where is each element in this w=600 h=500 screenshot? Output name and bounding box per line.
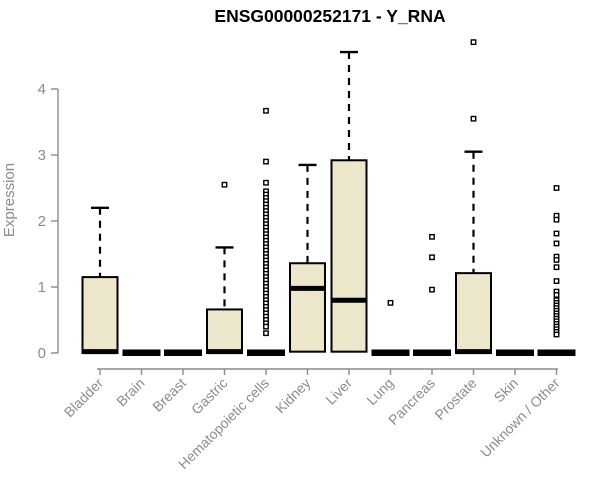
box — [455, 272, 492, 355]
outlier-point — [429, 254, 435, 261]
x-axis-category-label: Brain — [113, 375, 147, 409]
box — [81, 276, 119, 355]
outlier-point — [263, 107, 269, 114]
y-axis-tick-label: 2 — [38, 213, 46, 230]
outlier-point — [263, 330, 269, 337]
outlier-point — [553, 185, 560, 191]
median-bar — [122, 349, 161, 356]
median-bar — [413, 349, 451, 356]
y-axis-label: Expression — [1, 163, 18, 237]
outlier-point — [553, 230, 560, 237]
x-axis-category-label: Skin — [491, 375, 522, 406]
outlier-point — [429, 286, 435, 293]
y-axis-tick-label: 1 — [38, 279, 46, 296]
y-axis-tick-label: 3 — [38, 147, 46, 164]
median-bar — [164, 349, 202, 356]
median-bar — [247, 349, 285, 356]
median-bar — [371, 349, 410, 356]
outlier-point — [470, 115, 477, 122]
outlier-point — [553, 240, 560, 247]
outlier-point — [263, 179, 269, 186]
y-axis-tick-label: 4 — [38, 81, 46, 98]
x-axis-category-label: Breast — [149, 375, 189, 415]
x-axis-category-label: Liver — [322, 375, 355, 408]
x-axis-category-label: Prostate — [431, 375, 479, 423]
outlier-point — [553, 216, 560, 223]
outlier-point — [553, 292, 560, 298]
outlier-point — [221, 181, 228, 188]
median-bar — [537, 349, 576, 356]
outlier-point — [553, 278, 560, 284]
outlier-point — [429, 233, 435, 240]
x-axis-category-label: Bladder — [61, 375, 107, 421]
outlier-point — [553, 331, 560, 338]
outlier-point — [553, 257, 560, 263]
outlier-point — [387, 299, 394, 306]
box — [289, 262, 326, 353]
x-axis-category-label: Lung — [363, 375, 396, 408]
y-axis-tick-label: 0 — [38, 345, 46, 362]
outlier-point — [470, 39, 477, 46]
x-axis-category-label: Unknown / Other — [477, 375, 563, 461]
box — [330, 159, 368, 353]
chart-title: ENSG00000252171 - Y_RNA — [214, 6, 446, 26]
box — [206, 308, 243, 355]
outlier-point — [263, 158, 269, 165]
median-bar — [496, 349, 534, 356]
outlier-point — [263, 323, 269, 330]
x-axis-category-label: Kidney — [272, 375, 314, 417]
outlier-point — [553, 264, 560, 271]
